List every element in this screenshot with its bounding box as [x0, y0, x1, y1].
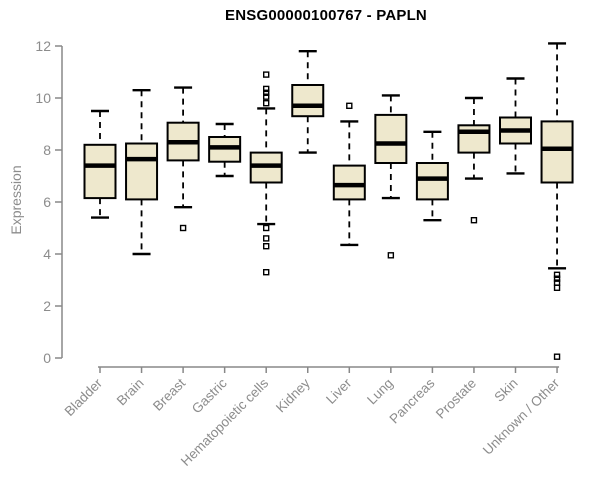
iqr-box — [332, 164, 366, 201]
y-tick-label: 10 — [35, 90, 51, 106]
box-hematopoietic-cells — [249, 71, 283, 276]
outlier-point — [263, 99, 270, 107]
box-unknown-other — [540, 42, 574, 360]
outlier-point — [346, 102, 353, 110]
x-tick-label-skin: Skin — [491, 376, 520, 405]
outlier-point — [553, 284, 561, 291]
x-tick-label-prostate: Prostate — [433, 376, 479, 422]
outlier-point — [179, 224, 187, 232]
box-bladder — [83, 109, 117, 219]
x-tick-label-unknown-other: Unknown / Other — [480, 375, 563, 458]
iqr-box — [540, 120, 574, 184]
x-tick-label-pancreas: Pancreas — [387, 375, 438, 426]
box-liver — [332, 102, 366, 247]
outlier-point — [263, 224, 270, 232]
x-tick-label-breast: Breast — [150, 375, 188, 413]
y-tick-label: 12 — [35, 38, 51, 54]
outlier-point — [470, 216, 478, 224]
box-gastric — [208, 122, 242, 178]
outlier-point — [263, 242, 270, 250]
outlier-point — [553, 353, 561, 360]
iqr-box — [125, 142, 159, 201]
box-brain — [125, 88, 159, 256]
x-tick-label-kidney: Kidney — [273, 375, 313, 415]
outlier-point — [553, 271, 561, 278]
box-breast — [166, 86, 200, 232]
y-tick-label: 2 — [43, 298, 51, 314]
chart-title: ENSG00000100767 - PAPLN — [225, 7, 427, 24]
box-prostate — [457, 96, 491, 224]
x-tick-label-brain: Brain — [114, 376, 147, 409]
y-tick-label: 4 — [43, 246, 51, 262]
box-lung — [374, 94, 408, 259]
outlier-point — [553, 275, 561, 282]
outlier-point — [263, 269, 270, 276]
y-tick-label: 0 — [43, 350, 51, 366]
iqr-box — [415, 162, 449, 201]
x-tick-label-liver: Liver — [323, 375, 355, 407]
outlier-point — [263, 71, 270, 78]
iqr-box — [457, 124, 491, 154]
box-pancreas — [415, 130, 449, 222]
x-tick-label-bladder: Bladder — [62, 375, 106, 419]
outlier-point — [263, 85, 270, 93]
iqr-box — [83, 143, 117, 200]
x-tick-label-lung: Lung — [364, 376, 396, 408]
y-tick-label: 6 — [43, 194, 51, 210]
iqr-box — [374, 113, 408, 164]
outlier-point — [263, 235, 270, 242]
iqr-box — [291, 84, 325, 118]
outlier-point — [387, 252, 395, 259]
outlier-point — [263, 89, 270, 97]
box-skin — [499, 77, 532, 175]
outlier-point — [263, 93, 270, 100]
box-kidney — [291, 50, 325, 154]
y-tick-label: 8 — [43, 142, 51, 158]
x-tick-label-gastric: Gastric — [189, 375, 230, 416]
